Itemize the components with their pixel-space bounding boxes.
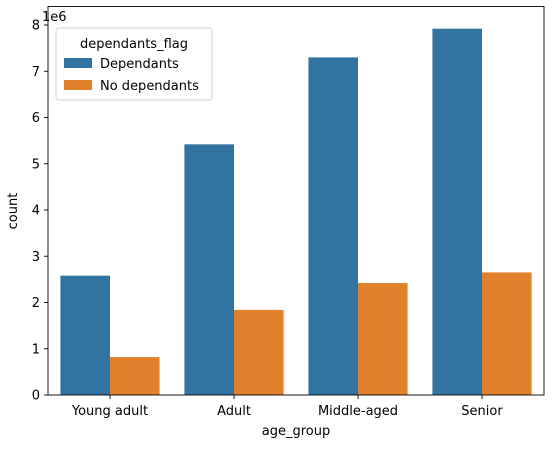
bar-dependants-3: [432, 28, 482, 395]
bar-dependants-0: [60, 275, 110, 395]
legend-swatch-dependants: [64, 58, 92, 68]
y-tick-label: 4: [32, 204, 40, 219]
y-tick-label: 8: [32, 19, 40, 34]
y-axis: 0 1 2 3 4 5 6 7 8: [32, 19, 48, 404]
y-tick-label: 1: [32, 342, 40, 357]
legend-label-no-dependants: No dependants: [100, 79, 199, 94]
legend-box: [55, 27, 213, 101]
x-axis-label: age_group: [262, 424, 330, 439]
y-tick-label: 0: [32, 389, 40, 404]
y-tick-label: 6: [32, 111, 40, 126]
bar-no-dependants-3: [482, 272, 532, 395]
legend-label-dependants: Dependants: [100, 57, 179, 72]
bars: [60, 28, 532, 395]
x-tick-label: Middle-aged: [318, 404, 398, 419]
y-tick-label: 7: [32, 65, 40, 80]
y-axis-label: count: [6, 193, 21, 230]
legend-title: dependants_flag: [80, 37, 188, 52]
legend-swatch-no-dependants: [64, 80, 92, 90]
x-axis: Young adult Adult Middle-aged Senior: [71, 395, 503, 419]
x-tick-label: Adult: [217, 404, 251, 419]
x-tick-label: Senior: [461, 404, 503, 419]
plot-frame: [47, 6, 545, 396]
bar-no-dependants-2: [358, 283, 408, 395]
bar-dependants-1: [184, 144, 234, 395]
y-tick-label: 5: [32, 157, 40, 172]
y-scale-label: 1e6: [42, 10, 67, 25]
bar-no-dependants-0: [110, 357, 160, 395]
legend: dependants_flag Dependants No dependants: [55, 27, 213, 101]
y-tick-label: 3: [32, 250, 40, 265]
bar-dependants-2: [308, 57, 358, 395]
y-tick-label: 2: [32, 296, 40, 311]
bar-no-dependants-1: [234, 309, 284, 395]
x-tick-label: Young adult: [71, 404, 148, 419]
